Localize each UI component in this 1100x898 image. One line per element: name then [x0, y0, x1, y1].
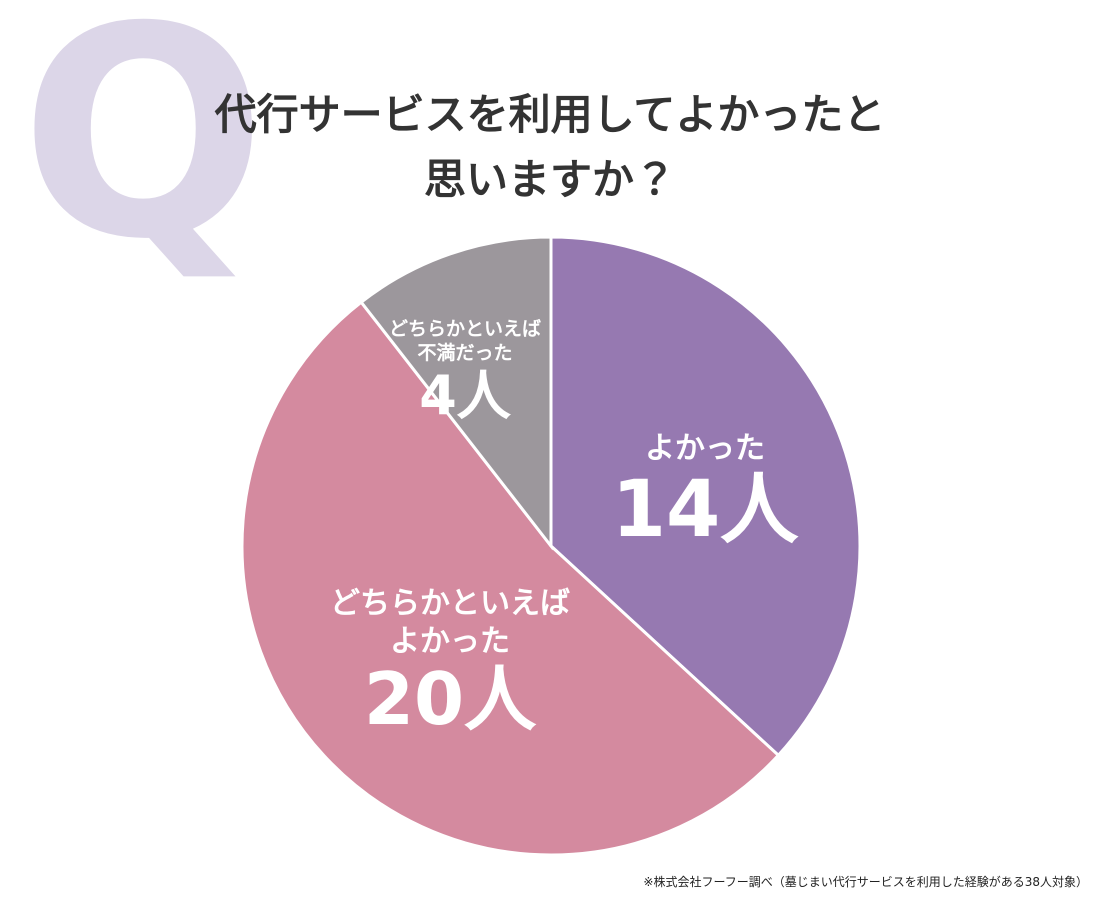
pie-slice [359, 235, 553, 551]
value-label: 14人 [611, 464, 799, 555]
chart-title: 代行サービスを利用してよかったと思いますか？ [214, 90, 886, 205]
slice-label: どちらかといえばよかった 20人 [326, 585, 575, 739]
footnote: ※株式会社フーフー調べ（墓じまい代行サービスを利用した経験がある38人対象） [643, 875, 1088, 889]
slice-label: よかった 14人 [581, 430, 830, 553]
value-label: 4人 [419, 363, 511, 427]
pie-slice [240, 300, 781, 857]
q-mark: Q [20, 0, 267, 303]
category-label: どちらかといえばよかった [330, 586, 570, 659]
category-label: どちらかといえば不満だった [388, 318, 541, 364]
category-label: よかった [645, 431, 765, 466]
pie-slice [549, 235, 862, 758]
slice-label: どちらかといえば不満だった 4人 [386, 318, 544, 425]
title-box: 代行サービスを利用してよかったと思いますか？ [0, 82, 1100, 212]
value-label: 20人 [363, 657, 537, 741]
